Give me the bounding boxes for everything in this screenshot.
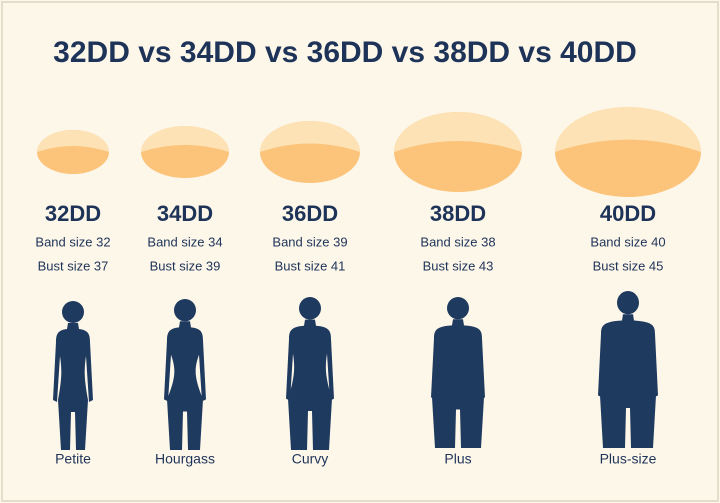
band-size: Band size 32 (35, 234, 110, 249)
cup-highlight (37, 130, 109, 152)
title: 32DD vs 34DD vs 36DD vs 38DD vs 40DD (53, 36, 637, 69)
band-size: Band size 38 (420, 234, 495, 249)
size-label: 36DD (282, 201, 338, 226)
body-type: Plus (444, 451, 471, 467)
body-type: Petite (55, 451, 91, 467)
silhouette-body (431, 319, 485, 448)
bust-size: Bust size 45 (593, 258, 664, 273)
silhouette-body (53, 323, 93, 450)
cup-highlight (260, 121, 360, 152)
bust-size: Bust size 39 (150, 258, 221, 273)
silhouette-body (598, 314, 658, 448)
cup-highlight (394, 112, 522, 152)
body-type: Hourgass (155, 451, 215, 467)
body-type: Curvy (292, 451, 329, 467)
silhouette-head (617, 291, 639, 315)
size-label: 32DD (45, 201, 101, 226)
cup-highlight (141, 126, 229, 152)
silhouette-head (299, 297, 321, 320)
bust-size: Bust size 43 (423, 258, 494, 273)
columns: 32DD Band size 32 Bust size 37 Petite 34DD Ba… (35, 107, 701, 467)
silhouette-body (164, 321, 206, 450)
size-label: 38DD (430, 201, 486, 226)
bust-size: Bust size 37 (38, 258, 109, 273)
silhouette-head (447, 297, 469, 320)
bust-size: Bust size 41 (275, 258, 346, 273)
band-size: Band size 34 (147, 234, 222, 249)
size-label: 40DD (600, 201, 656, 226)
silhouette-head (62, 301, 84, 323)
band-size: Band size 39 (272, 234, 347, 249)
cup-highlight (555, 107, 701, 152)
size-label: 34DD (157, 201, 213, 226)
silhouette-body (286, 319, 334, 450)
silhouette-head (174, 299, 196, 322)
body-type: Plus-size (600, 451, 657, 467)
band-size: Band size 40 (590, 234, 665, 249)
